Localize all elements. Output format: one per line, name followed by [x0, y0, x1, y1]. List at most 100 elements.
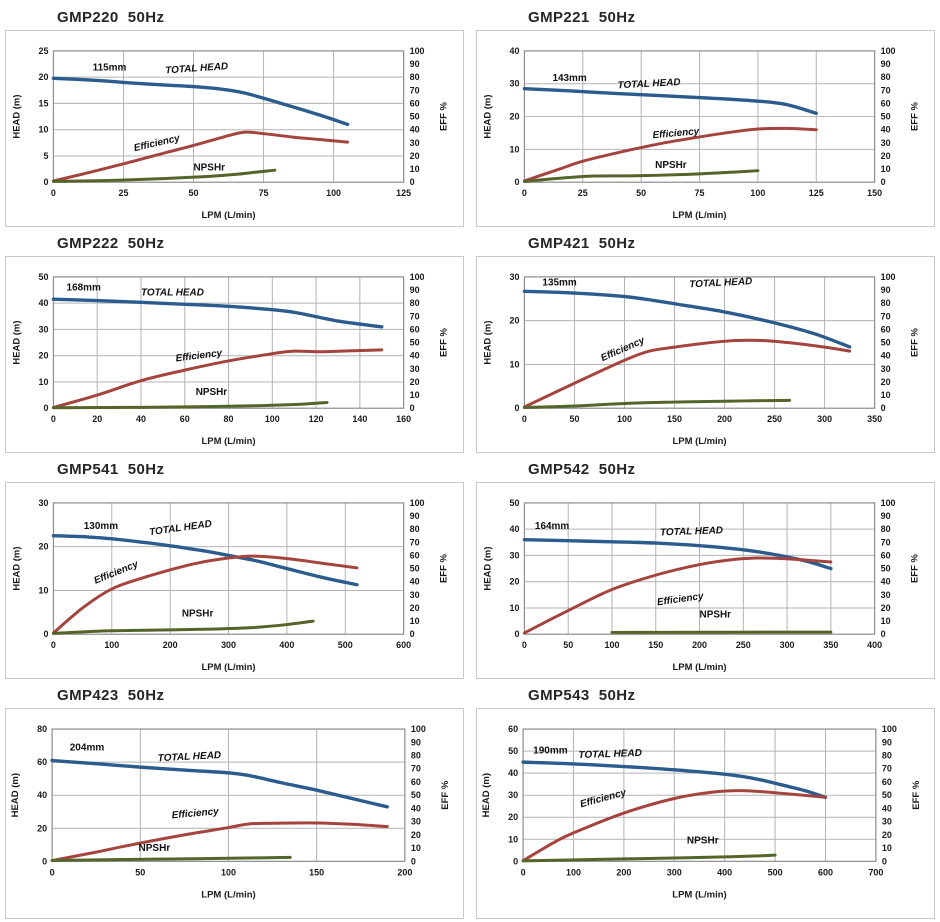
y-right-tick-label: 80 — [410, 298, 420, 308]
y-left-tick-label: 0 — [514, 177, 519, 187]
y-left-tick-label: 40 — [510, 524, 520, 534]
efficiency-label: Efficiency — [579, 787, 628, 810]
x-axis-label: LPM (L/min) — [673, 210, 727, 221]
y-right-tick-label: 10 — [410, 390, 420, 400]
y-right-tick-label: 50 — [410, 112, 420, 122]
y-left-tick-label: 0 — [43, 403, 48, 413]
x-tick-label: 50 — [636, 188, 646, 198]
plot-border — [52, 276, 405, 409]
plot-border — [52, 502, 405, 635]
y-right-tick-label: 80 — [410, 524, 420, 534]
chart-canvas-gmp421: 0 50 100 150 200 250 300 3500102030010203040506… — [483, 272, 921, 447]
x-tick-label: 125 — [396, 188, 411, 198]
y-right-tick-label: 60 — [881, 324, 891, 334]
y-right-tick-label: 70 — [881, 311, 891, 321]
y-right-tick-label: 30 — [410, 590, 420, 600]
y-right-tick-label: 80 — [881, 524, 891, 534]
x-tick-label: 250 — [767, 414, 782, 424]
y-right-tick-label: 30 — [882, 817, 892, 827]
y-left-tick-label: 80 — [37, 724, 47, 734]
efficiency-curve — [51, 348, 384, 410]
efficiency-curve — [522, 556, 833, 635]
y-right-tick-label: 60 — [881, 550, 891, 560]
total-head-label: TOTAL HEAD — [660, 525, 723, 538]
y-left-axis-label: HEAD (m) — [10, 773, 21, 817]
y-right-tick-label: 70 — [882, 764, 892, 774]
y-right-tick-label: 90 — [410, 511, 420, 521]
y-right-tick-label: 50 — [882, 790, 892, 800]
y-right-tick-label: 60 — [410, 98, 420, 108]
x-tick-label: 120 — [309, 414, 324, 424]
y-right-tick-label: 80 — [881, 72, 891, 82]
y-left-tick-label: 10 — [39, 377, 49, 387]
x-tick-label: 100 — [326, 188, 341, 198]
y-right-axis-label: EFF % — [438, 102, 449, 131]
x-tick-label: 350 — [823, 640, 838, 650]
x-tick-label: 0 — [522, 414, 527, 424]
y-right-tick-label: 100 — [410, 498, 425, 508]
y-right-tick-label: 60 — [410, 550, 420, 560]
y-right-tick-label: 100 — [411, 724, 426, 734]
impeller-label: 164mm — [535, 521, 569, 532]
y-left-tick-label: 10 — [508, 834, 518, 844]
y-right-tick-label: 30 — [411, 817, 421, 827]
y-left-axis-label: HEAD (m) — [483, 321, 494, 365]
npshr-curve — [50, 855, 292, 863]
total-head-curve — [522, 538, 833, 571]
x-tick-label: 250 — [736, 640, 751, 650]
chart-panel-gmp421: GMP421 50Hz 0 50 100 150 200 250 300 350 0 10 20 30… — [476, 230, 935, 456]
chart-title-gmp423: GMP423 50Hz — [57, 687, 165, 704]
chart-box-gmp421: 0 50 100 150 200 250 300 350 0 10 20 30 0 10 20 30 40 50 6… — [476, 256, 935, 453]
chart-panel-gmp542: GMP542 50Hz 0 50 100 150 200 250 300 350 400 0 10 2… — [476, 456, 935, 682]
y-right-tick-label: 70 — [410, 85, 420, 95]
y-left-tick-label: 10 — [39, 585, 49, 595]
y-right-tick-label: 0 — [411, 856, 416, 866]
y-right-tick-label: 90 — [882, 737, 892, 747]
y-right-tick-label: 100 — [881, 46, 896, 56]
y-right-tick-label: 90 — [411, 737, 421, 747]
npshr-label: NPSHr — [687, 836, 719, 847]
x-tick-label: 150 — [667, 414, 682, 424]
plot-border — [523, 276, 876, 409]
npshr-label: NPSHr — [182, 608, 214, 619]
x-tick-label: 25 — [578, 188, 588, 198]
y-right-tick-label: 90 — [881, 285, 891, 295]
x-tick-label: 100 — [605, 640, 620, 650]
y-left-tick-label: 0 — [514, 629, 519, 639]
y-right-tick-label: 40 — [882, 803, 892, 813]
efficiency-curve — [521, 789, 827, 863]
chart-canvas-gmp542: 0 50 100 150 200 250 300 350 4000102030405001020… — [483, 498, 921, 673]
x-tick-label: 0 — [51, 640, 56, 650]
total-head-curve — [51, 297, 384, 329]
y-right-axis-label: EFF % — [911, 780, 922, 810]
efficiency-curve — [51, 554, 359, 635]
y-left-tick-label: 0 — [42, 856, 47, 866]
x-tick-label: 140 — [352, 414, 367, 424]
y-left-tick-label: 0 — [513, 856, 518, 866]
y-right-tick-label: 60 — [411, 777, 421, 787]
x-tick-label: 300 — [817, 414, 832, 424]
impeller-label: 130mm — [84, 521, 118, 532]
npshr-label: NPSHr — [194, 163, 226, 174]
y-right-tick-label: 0 — [881, 403, 886, 413]
y-right-tick-label: 20 — [881, 377, 891, 387]
y-left-axis-label: HEAD (m) — [483, 547, 494, 591]
chart-box-gmp221: 0 25 50 75 100 125 150 0 10 20 30 40 0 10 20 30 40 50 60 70… — [476, 30, 935, 227]
y-right-tick-label: 70 — [881, 537, 891, 547]
x-tick-label: 0 — [521, 867, 526, 877]
y-right-axis-label: EFF % — [909, 554, 920, 583]
chart-title-gmp541: GMP541 50Hz — [57, 461, 165, 478]
x-tick-label: 200 — [616, 867, 631, 877]
chart-box-gmp541: 0 100 200 300 400 500 600 0 10 20 30 0 10 20 30 40 50 60 7… — [5, 482, 464, 679]
y-right-tick-label: 30 — [881, 590, 891, 600]
y-right-tick-label: 100 — [410, 46, 425, 56]
y-right-tick-label: 60 — [881, 98, 891, 108]
y-right-tick-label: 10 — [411, 843, 421, 853]
y-left-tick-label: 30 — [510, 550, 520, 560]
y-right-tick-label: 70 — [411, 764, 421, 774]
y-right-tick-label: 50 — [881, 564, 891, 574]
y-right-tick-label: 20 — [410, 603, 420, 613]
y-left-axis-label: HEAD (m) — [12, 321, 23, 365]
y-left-tick-label: 50 — [510, 498, 520, 508]
x-tick-label: 25 — [118, 188, 128, 198]
